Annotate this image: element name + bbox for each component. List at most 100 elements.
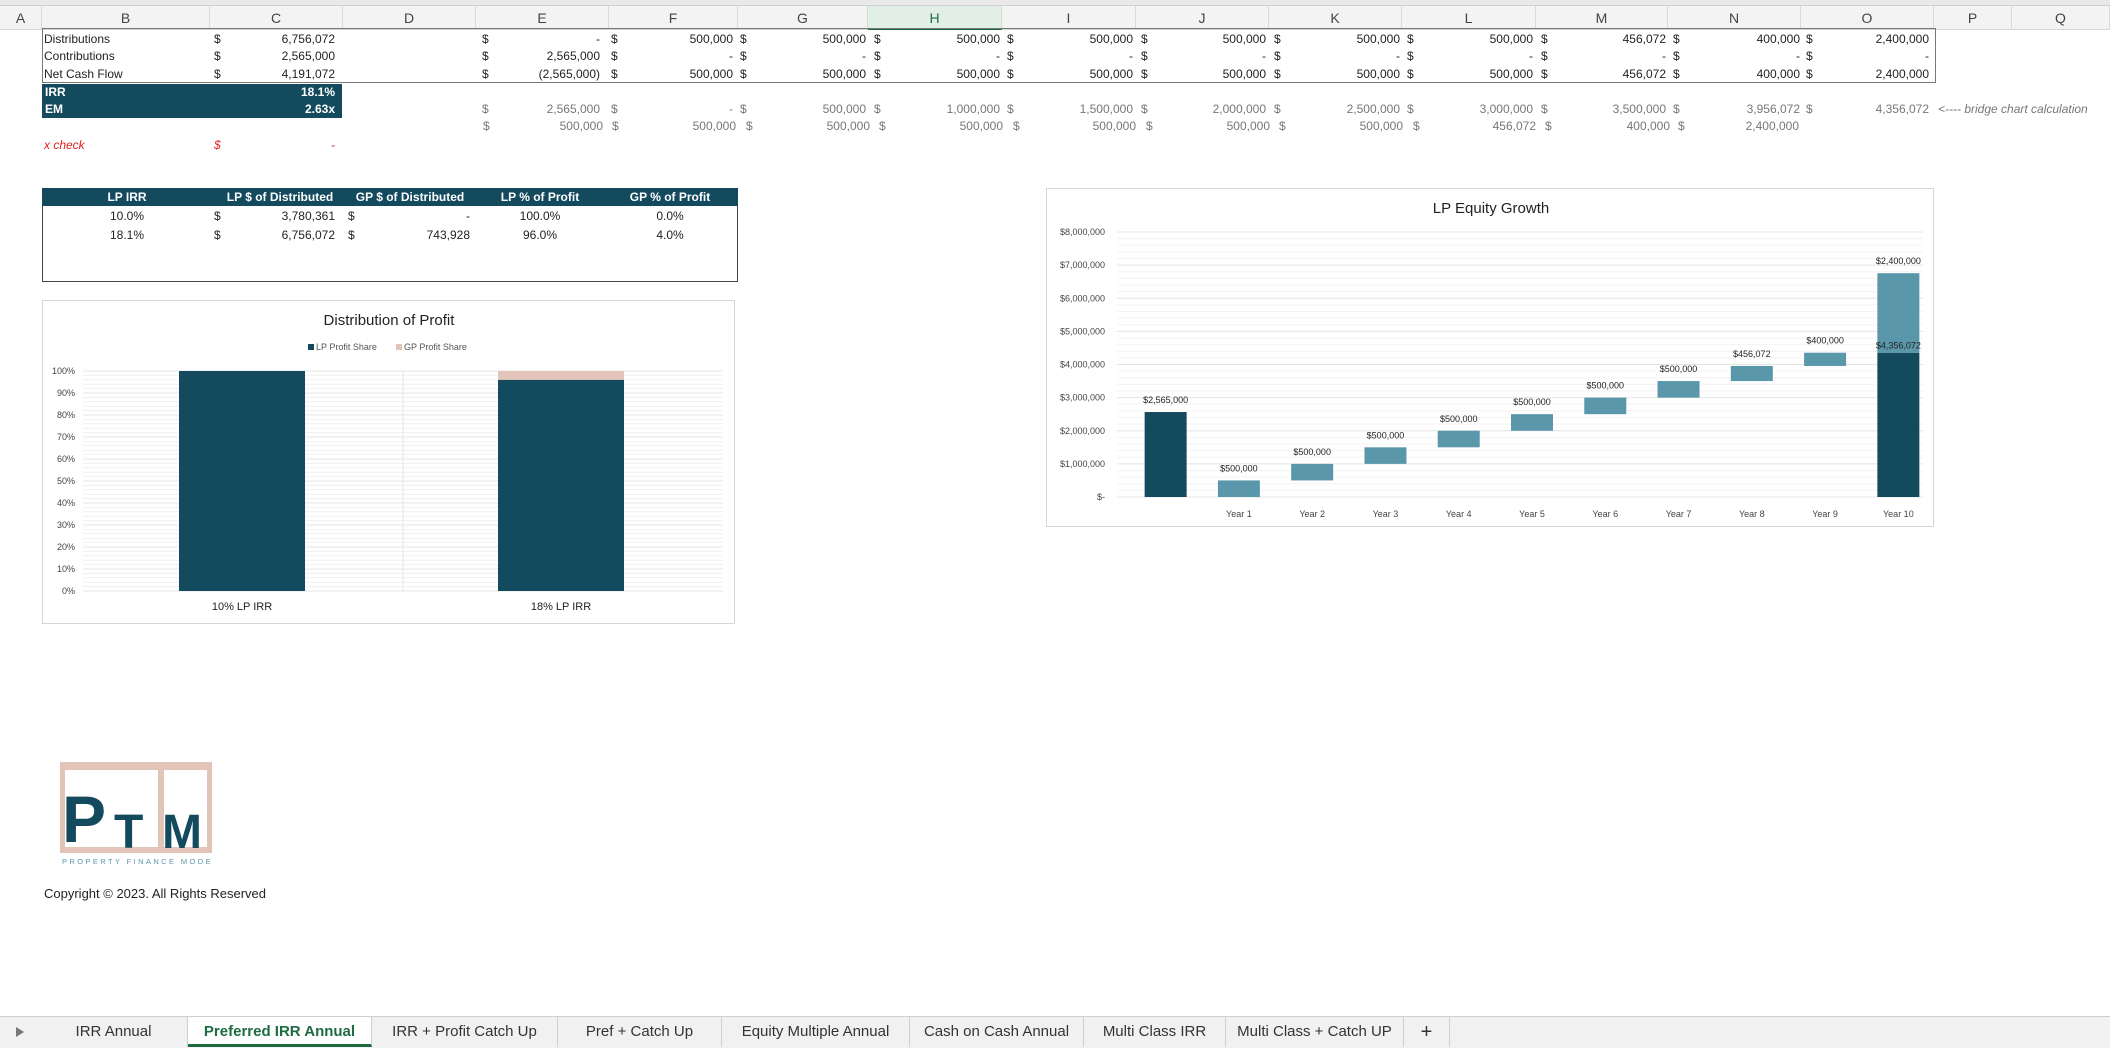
cell-netcf[interactable]: 2,400,000 bbox=[1875, 67, 1929, 81]
cell-bridge-bottom[interactable]: 400,000 bbox=[1626, 119, 1670, 133]
cell-distributions[interactable]: 500,000 bbox=[1089, 32, 1133, 46]
cell-distributions[interactable]: 456,072 bbox=[1622, 32, 1666, 46]
cell-contributions[interactable]: 2,565,000 bbox=[546, 49, 600, 63]
net-cash-flow-total[interactable]: 4,191,072 bbox=[281, 67, 335, 81]
column-header-o[interactable]: O bbox=[1801, 6, 1934, 30]
cell-bridge_top[interactable]: 3,956,072 bbox=[1746, 102, 1800, 116]
lp-table-cell[interactable]: 100.0% bbox=[519, 209, 561, 223]
column-header-p[interactable]: P bbox=[1934, 6, 2012, 30]
cell-distributions[interactable]: 400,000 bbox=[1756, 32, 1800, 46]
currency-symbol: $ bbox=[1541, 32, 1548, 46]
lp-table-cell[interactable]: 4.0% bbox=[656, 228, 684, 242]
lp-table-cell[interactable]: 18.1% bbox=[109, 228, 145, 242]
column-header-l[interactable]: L bbox=[1402, 6, 1536, 30]
cell-netcf[interactable]: 456,072 bbox=[1622, 67, 1666, 81]
column-header-k[interactable]: K bbox=[1269, 6, 1402, 30]
cell-contributions[interactable]: - bbox=[1925, 49, 1929, 63]
column-header-h[interactable]: H bbox=[868, 6, 1002, 30]
cell-distributions[interactable]: 500,000 bbox=[1222, 32, 1266, 46]
cell-distributions[interactable]: - bbox=[596, 32, 600, 46]
cell-netcf[interactable]: 400,000 bbox=[1756, 67, 1800, 81]
column-header-m[interactable]: M bbox=[1536, 6, 1668, 30]
cell-netcf[interactable]: 500,000 bbox=[1356, 67, 1400, 81]
cell-netcf[interactable]: 500,000 bbox=[1489, 67, 1533, 81]
cell-bridge-bottom[interactable]: 500,000 bbox=[1092, 119, 1136, 133]
cell-netcf[interactable]: 500,000 bbox=[1222, 67, 1266, 81]
column-header-b[interactable]: B bbox=[42, 6, 210, 30]
lp-table-cell[interactable]: 10.0% bbox=[109, 209, 145, 223]
cell-contributions[interactable]: - bbox=[996, 49, 1000, 63]
lp-table-cell[interactable]: - bbox=[466, 209, 470, 223]
tab-irr-profit-catch-up[interactable]: IRR + Profit Catch Up bbox=[372, 1017, 558, 1047]
cell-distributions[interactable]: 500,000 bbox=[689, 32, 733, 46]
column-header-n[interactable]: N bbox=[1668, 6, 1801, 30]
add-sheet-button[interactable]: + bbox=[1404, 1017, 1450, 1047]
cell-contributions[interactable]: - bbox=[1662, 49, 1666, 63]
cell-contributions[interactable]: - bbox=[729, 49, 733, 63]
cell-distributions[interactable]: 500,000 bbox=[822, 32, 866, 46]
distributions-total[interactable]: 6,756,072 bbox=[281, 32, 335, 46]
cell-contributions[interactable]: - bbox=[1796, 49, 1800, 63]
cell-bridge_top[interactable]: - bbox=[729, 102, 733, 116]
tab-irr-annual[interactable]: IRR Annual bbox=[40, 1017, 188, 1047]
irr-value[interactable]: 18.1% bbox=[300, 85, 335, 99]
cell-bridge_top[interactable]: 1,500,000 bbox=[1079, 102, 1133, 116]
cell-netcf[interactable]: 500,000 bbox=[956, 67, 1000, 81]
lp-table-cell[interactable]: 3,780,361 bbox=[281, 209, 335, 223]
cell-bridge-bottom[interactable]: 500,000 bbox=[959, 119, 1003, 133]
cell-netcf[interactable]: 500,000 bbox=[822, 67, 866, 81]
cell-bridge_top[interactable]: 500,000 bbox=[822, 102, 866, 116]
column-header-d[interactable]: D bbox=[343, 6, 476, 30]
cell-bridge_top[interactable]: 2,500,000 bbox=[1346, 102, 1400, 116]
column-header-e[interactable]: E bbox=[476, 6, 609, 30]
cell-bridge-bottom[interactable]: 500,000 bbox=[1359, 119, 1403, 133]
column-header-c[interactable]: C bbox=[210, 6, 343, 30]
equity-chart[interactable]: LP Equity Growth $8,000,000 $7,000,000 $6,0… bbox=[1046, 188, 1934, 527]
cell-netcf[interactable]: 500,000 bbox=[1089, 67, 1133, 81]
tab-cash-on-cash-annual[interactable]: Cash on Cash Annual bbox=[910, 1017, 1084, 1047]
tab-scroll-icon[interactable] bbox=[0, 1017, 40, 1047]
cell-netcf[interactable]: 500,000 bbox=[689, 67, 733, 81]
column-header-j[interactable]: J bbox=[1136, 6, 1269, 30]
cell-bridge-bottom[interactable]: 500,000 bbox=[826, 119, 870, 133]
tab-multi-class-irr[interactable]: Multi Class IRR bbox=[1084, 1017, 1226, 1047]
cell-contributions[interactable]: - bbox=[1529, 49, 1533, 63]
cell-bridge_top[interactable]: 3,500,000 bbox=[1612, 102, 1666, 116]
tab-preferred-irr-annual[interactable]: Preferred IRR Annual bbox=[188, 1017, 372, 1047]
column-header-g[interactable]: G bbox=[738, 6, 868, 30]
cell-bridge-bottom[interactable]: 500,000 bbox=[1226, 119, 1270, 133]
column-header-i[interactable]: I bbox=[1002, 6, 1136, 30]
column-header-a[interactable]: A bbox=[0, 6, 42, 30]
cell-bridge-bottom[interactable]: 456,072 bbox=[1492, 119, 1536, 133]
lp-table-cell[interactable]: 6,756,072 bbox=[281, 228, 335, 242]
tab-multi-class-catch-up[interactable]: Multi Class + Catch UP bbox=[1226, 1017, 1404, 1047]
cell-distributions[interactable]: 500,000 bbox=[956, 32, 1000, 46]
em-value[interactable]: 2.63x bbox=[304, 102, 335, 116]
profit-chart[interactable]: Distribution of Profit LP Profit Share GP … bbox=[42, 300, 735, 624]
cell-distributions[interactable]: 2,400,000 bbox=[1875, 32, 1929, 46]
cell-bridge_top[interactable]: 2,565,000 bbox=[546, 102, 600, 116]
cell-bridge-bottom[interactable]: 2,400,000 bbox=[1745, 119, 1799, 133]
cell-contributions[interactable]: - bbox=[862, 49, 866, 63]
contributions-total[interactable]: 2,565,000 bbox=[281, 49, 335, 63]
cell-bridge_top[interactable]: 1,000,000 bbox=[946, 102, 1000, 116]
cell-bridge_top[interactable]: 3,000,000 bbox=[1479, 102, 1533, 116]
cell-bridge_top[interactable]: 4,356,072 bbox=[1875, 102, 1929, 116]
lp-table-cell[interactable]: 0.0% bbox=[656, 209, 684, 223]
cell-bridge_top[interactable]: 2,000,000 bbox=[1212, 102, 1266, 116]
tab-pref-catch-up[interactable]: Pref + Catch Up bbox=[558, 1017, 722, 1047]
cell-distributions[interactable]: 500,000 bbox=[1489, 32, 1533, 46]
column-header-q[interactable]: Q bbox=[2012, 6, 2110, 30]
column-header-f[interactable]: F bbox=[609, 6, 738, 30]
check-value[interactable]: - bbox=[331, 138, 335, 152]
cell-contributions[interactable]: - bbox=[1129, 49, 1133, 63]
tab-equity-multiple-annual[interactable]: Equity Multiple Annual bbox=[722, 1017, 910, 1047]
cell-bridge-bottom[interactable]: 500,000 bbox=[559, 119, 603, 133]
cell-contributions[interactable]: - bbox=[1262, 49, 1266, 63]
cell-distributions[interactable]: 500,000 bbox=[1356, 32, 1400, 46]
lp-table-cell[interactable]: 96.0% bbox=[522, 228, 558, 242]
cell-bridge-bottom[interactable]: 500,000 bbox=[692, 119, 736, 133]
cell-netcf[interactable]: (2,565,000) bbox=[538, 67, 600, 81]
lp-table-cell[interactable]: 743,928 bbox=[426, 228, 470, 242]
cell-contributions[interactable]: - bbox=[1396, 49, 1400, 63]
